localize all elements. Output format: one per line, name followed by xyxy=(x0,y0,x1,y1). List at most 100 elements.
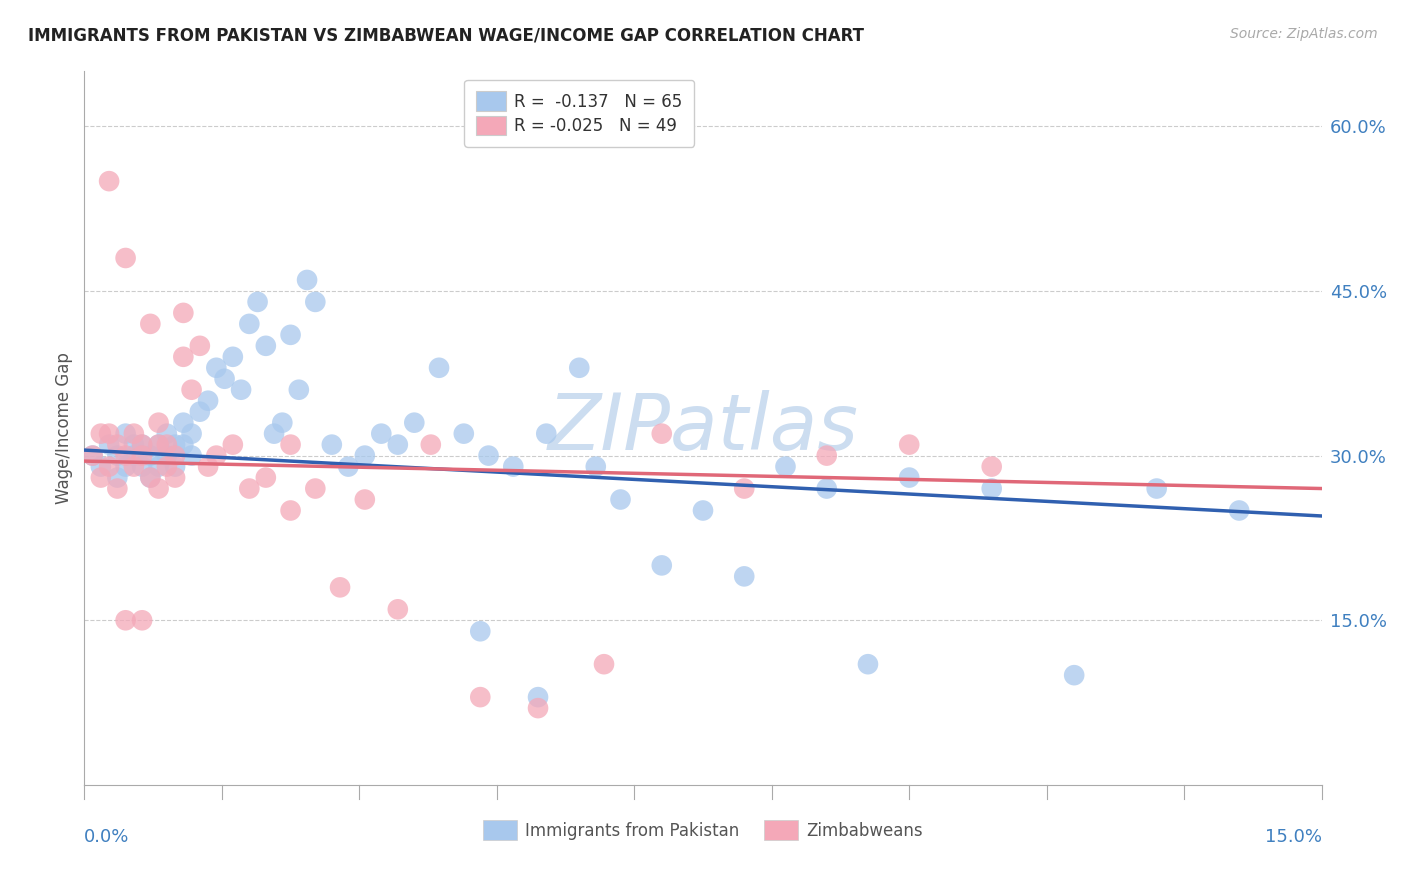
Text: ZIPatlas: ZIPatlas xyxy=(547,390,859,467)
Point xyxy=(148,459,170,474)
Point xyxy=(387,437,409,451)
Point xyxy=(304,294,326,309)
Point xyxy=(271,416,294,430)
Point xyxy=(453,426,475,441)
Point xyxy=(815,449,838,463)
Point xyxy=(527,701,550,715)
Point xyxy=(98,174,121,188)
Point xyxy=(815,482,838,496)
Point xyxy=(692,503,714,517)
Point xyxy=(898,470,921,484)
Text: Source: ZipAtlas.com: Source: ZipAtlas.com xyxy=(1230,27,1378,41)
Point xyxy=(156,426,179,441)
Point xyxy=(172,306,194,320)
Text: IMMIGRANTS FROM PAKISTAN VS ZIMBABWEAN WAGE/INCOME GAP CORRELATION CHART: IMMIGRANTS FROM PAKISTAN VS ZIMBABWEAN W… xyxy=(28,27,865,45)
Point xyxy=(82,449,104,463)
Point xyxy=(131,613,153,627)
Point xyxy=(980,482,1002,496)
Point xyxy=(205,449,228,463)
Point xyxy=(536,426,558,441)
Point xyxy=(370,426,392,441)
Point xyxy=(131,437,153,451)
Point xyxy=(329,580,352,594)
Point xyxy=(122,426,145,441)
Point xyxy=(295,273,318,287)
Point xyxy=(165,470,187,484)
Point xyxy=(585,459,607,474)
Point xyxy=(229,383,252,397)
Point xyxy=(387,602,409,616)
Point xyxy=(156,437,179,451)
Point xyxy=(733,569,755,583)
Point xyxy=(427,360,450,375)
Point xyxy=(197,459,219,474)
Point xyxy=(568,360,591,375)
Point xyxy=(98,426,121,441)
Point xyxy=(280,437,302,451)
Point xyxy=(180,449,202,463)
Point xyxy=(172,350,194,364)
Point xyxy=(180,383,202,397)
Point xyxy=(1063,668,1085,682)
Point xyxy=(172,416,194,430)
Point xyxy=(254,339,277,353)
Point xyxy=(114,449,136,463)
Point xyxy=(246,294,269,309)
Point xyxy=(651,426,673,441)
Point xyxy=(90,426,112,441)
Legend: Immigrants from Pakistan, Zimbabweans: Immigrants from Pakistan, Zimbabweans xyxy=(475,812,931,848)
Point xyxy=(98,459,121,474)
Point xyxy=(114,426,136,441)
Point xyxy=(114,251,136,265)
Point xyxy=(165,437,187,451)
Point xyxy=(238,482,260,496)
Point xyxy=(502,459,524,474)
Point xyxy=(470,690,492,705)
Point xyxy=(114,613,136,627)
Point xyxy=(148,437,170,451)
Point xyxy=(131,437,153,451)
Point xyxy=(304,482,326,496)
Point xyxy=(856,657,879,672)
Point xyxy=(188,339,211,353)
Point xyxy=(353,492,375,507)
Point xyxy=(156,459,179,474)
Point xyxy=(122,437,145,451)
Point xyxy=(148,416,170,430)
Point xyxy=(898,437,921,451)
Point xyxy=(775,459,797,474)
Point xyxy=(82,449,104,463)
Point xyxy=(139,470,162,484)
Point xyxy=(222,350,245,364)
Point xyxy=(1227,503,1250,517)
Point xyxy=(477,449,499,463)
Point xyxy=(188,405,211,419)
Point xyxy=(593,657,616,672)
Point xyxy=(165,449,187,463)
Point xyxy=(238,317,260,331)
Point xyxy=(105,470,128,484)
Point xyxy=(214,372,236,386)
Point xyxy=(280,327,302,342)
Point xyxy=(139,317,162,331)
Point xyxy=(470,624,492,639)
Point xyxy=(222,437,245,451)
Text: 15.0%: 15.0% xyxy=(1264,828,1322,846)
Point xyxy=(131,459,153,474)
Point xyxy=(1146,482,1168,496)
Point xyxy=(90,459,112,474)
Point xyxy=(148,482,170,496)
Point xyxy=(114,459,136,474)
Point xyxy=(105,449,128,463)
Point xyxy=(122,459,145,474)
Point xyxy=(353,449,375,463)
Point xyxy=(205,360,228,375)
Point xyxy=(263,426,285,441)
Point xyxy=(280,503,302,517)
Point xyxy=(321,437,343,451)
Point xyxy=(122,449,145,463)
Point xyxy=(651,558,673,573)
Point xyxy=(172,437,194,451)
Point xyxy=(527,690,550,705)
Point xyxy=(105,482,128,496)
